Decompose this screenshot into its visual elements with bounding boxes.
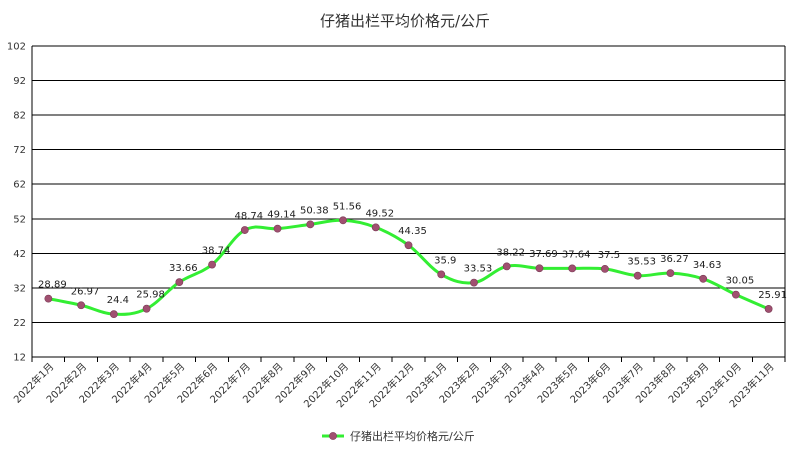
data-point-15 bbox=[502, 262, 511, 271]
data-label-6: 38.74 bbox=[202, 246, 231, 257]
data-point-23 bbox=[764, 305, 773, 313]
x-axis-tick-labels: 2022年1月2022年2月2022年3月2022年4月2022年5月2022年… bbox=[11, 360, 777, 410]
data-point-20 bbox=[666, 269, 675, 278]
data-label-21: 34.63 bbox=[693, 260, 722, 271]
data-point-5 bbox=[175, 278, 184, 287]
data-label-7: 48.74 bbox=[234, 211, 263, 222]
data-point-8 bbox=[273, 224, 282, 233]
data-label-8: 49.14 bbox=[267, 210, 296, 221]
data-label-5: 33.66 bbox=[169, 263, 198, 274]
legend: 仔猪出栏平均价格元/公斤 bbox=[322, 429, 475, 443]
data-label-10: 51.56 bbox=[333, 201, 362, 212]
data-label-3: 24.4 bbox=[107, 295, 129, 306]
data-point-11 bbox=[371, 223, 380, 232]
data-label-9: 50.38 bbox=[300, 205, 329, 216]
y-tick-label-92: 92 bbox=[13, 76, 26, 87]
y-tick-label-52: 52 bbox=[13, 214, 26, 225]
data-point-6 bbox=[208, 260, 216, 269]
y-tick-label-82: 82 bbox=[13, 111, 26, 122]
data-label-16: 37.69 bbox=[529, 249, 558, 260]
grid-lines bbox=[32, 45, 785, 358]
data-point-3 bbox=[109, 310, 118, 319]
data-label-4: 25.98 bbox=[136, 290, 165, 301]
data-label-14: 33.53 bbox=[464, 264, 493, 275]
data-label-17: 37.64 bbox=[562, 249, 591, 260]
series-layer: 28.89 26.97 24.4 25.98 33.66 38.74 48.74 49.14 5… bbox=[38, 201, 787, 319]
y-tick-label-72: 72 bbox=[13, 145, 26, 156]
y-tick-label-102: 102 bbox=[7, 42, 26, 53]
data-label-2: 26.97 bbox=[71, 286, 100, 297]
data-point-10 bbox=[339, 216, 347, 225]
data-label-12: 44.35 bbox=[398, 226, 427, 237]
data-label-1: 28.89 bbox=[38, 280, 67, 291]
data-point-21 bbox=[699, 274, 708, 283]
y-tick-label-42: 42 bbox=[13, 249, 26, 260]
legend-marker-swatch bbox=[329, 432, 337, 440]
data-point-16 bbox=[535, 264, 544, 273]
y-tick-label-62: 62 bbox=[13, 180, 26, 191]
data-label-23: 25.91 bbox=[758, 290, 787, 301]
y-axis-tick-labels: 12 22 32 42 52 62 72 82 92 102 bbox=[7, 42, 26, 364]
data-point-2 bbox=[77, 301, 86, 310]
data-point-9 bbox=[306, 220, 315, 229]
data-label-22: 30.05 bbox=[726, 276, 755, 287]
data-point-22 bbox=[731, 290, 740, 299]
data-point-12 bbox=[404, 241, 413, 250]
data-label-18: 37.5 bbox=[598, 250, 620, 261]
data-point-18 bbox=[601, 264, 609, 273]
data-point-1 bbox=[44, 294, 53, 303]
data-point-17 bbox=[568, 264, 577, 273]
chart-title: 仔猪出栏平均价格元/公斤 bbox=[320, 12, 490, 30]
axes bbox=[31, 46, 786, 362]
data-point-4 bbox=[142, 304, 151, 313]
data-point-7 bbox=[240, 226, 249, 234]
data-label-11: 49.52 bbox=[365, 208, 394, 219]
data-point-13 bbox=[437, 270, 446, 279]
y-tick-label-32: 32 bbox=[13, 283, 26, 294]
y-tick-label-22: 22 bbox=[13, 318, 26, 329]
data-point-14 bbox=[470, 278, 478, 287]
data-label-15: 38.22 bbox=[496, 247, 525, 258]
y-tick-label-12: 12 bbox=[13, 353, 26, 364]
data-label-13: 35.9 bbox=[434, 255, 456, 266]
data-label-19: 35.53 bbox=[627, 257, 656, 268]
legend-label: 仔猪出栏平均价格元/公斤 bbox=[350, 429, 475, 443]
data-label-20: 36.27 bbox=[660, 254, 689, 265]
data-point-19 bbox=[633, 271, 642, 280]
